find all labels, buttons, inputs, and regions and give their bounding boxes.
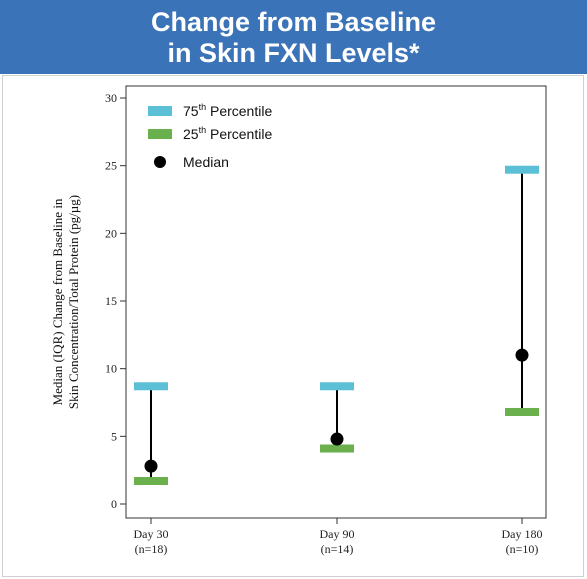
percentile-25-bar <box>320 444 354 453</box>
percentile-75-bar <box>134 382 168 391</box>
plot-frame <box>125 85 547 519</box>
y-tick-label: 30 <box>105 91 117 105</box>
chart-panel <box>2 75 584 577</box>
chart-title-line-2: in Skin FXN Levels* <box>167 38 420 68</box>
x-tick-label: Day 90 <box>320 527 355 541</box>
plot-area: 0 5 10 15 20 25 30 Day 30(n=18) Day 90(n=14) Day … <box>105 85 547 556</box>
x-tick-n-label: (n=14) <box>321 542 354 556</box>
legend-swatch-median <box>154 156 166 168</box>
x-tick-label: Day 30 <box>134 527 169 541</box>
median-point <box>330 432 344 446</box>
y-axis-title-line-2: Skin Concentration/Total Protein (pg/µg) <box>66 195 81 409</box>
legend-label: 75th Percentile <box>183 102 272 119</box>
percentile-75-bar <box>505 165 539 174</box>
median-point <box>144 459 158 473</box>
y-tick-label: 15 <box>105 294 117 308</box>
chart-title-banner: Change from Baseline in Skin FXN Levels* <box>0 0 587 74</box>
y-tick-label: 25 <box>105 159 117 173</box>
legend-swatch-75 <box>148 106 172 116</box>
legend-label: Median <box>183 154 229 170</box>
chart-title-line-1: Change from Baseline <box>150 7 437 37</box>
y-axis-title-line-1: Median (IQR) Change from Baseline in <box>50 198 65 405</box>
y-tick-label: 20 <box>105 226 117 240</box>
x-tick-label: Day 180 <box>502 527 543 541</box>
y-tick-label: 10 <box>105 362 117 376</box>
legend-label: 25th Percentile <box>183 125 272 142</box>
x-tick-n-label: (n=10) <box>506 542 539 556</box>
legend-swatch-25 <box>148 129 172 139</box>
y-tick-label: 5 <box>111 429 117 443</box>
x-tick-n-label: (n=18) <box>135 542 168 556</box>
percentile-25-bar <box>505 407 539 416</box>
percentile-75-bar <box>320 382 354 391</box>
median-point <box>515 348 529 362</box>
percentile-25-bar <box>134 476 168 485</box>
y-tick-label: 0 <box>111 497 117 511</box>
